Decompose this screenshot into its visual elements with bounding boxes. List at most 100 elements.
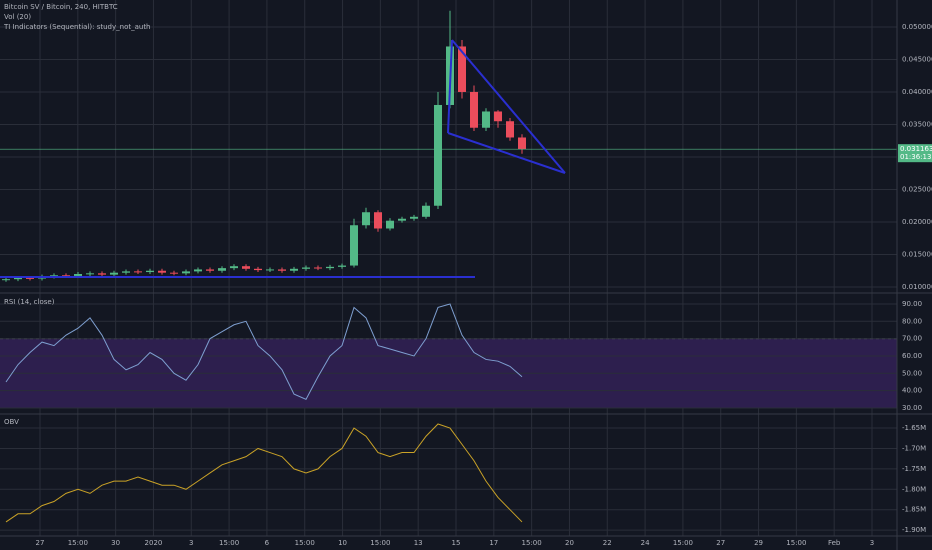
indicator-line xyxy=(5,303,523,400)
x-tick-label: 15:00 xyxy=(370,539,390,547)
y-tick-label: -1.80M xyxy=(902,485,926,493)
candle-body xyxy=(374,212,382,229)
candle-body xyxy=(62,275,70,277)
x-tick-label: 3 xyxy=(189,539,193,547)
candle-body xyxy=(14,277,22,280)
trend-line xyxy=(447,132,566,174)
last-price-label: 0.031163 xyxy=(900,145,932,153)
candle-body xyxy=(218,268,226,271)
x-tick-label: 22 xyxy=(603,539,612,547)
candle-body xyxy=(230,266,238,269)
x-tick-label: 15:00 xyxy=(522,539,542,547)
y-tick-label: 90.00 xyxy=(902,300,922,308)
candle-body xyxy=(26,277,34,279)
x-tick-label: 27 xyxy=(716,539,725,547)
y-tick-label: 30.00 xyxy=(902,404,922,412)
trend-line xyxy=(451,39,566,174)
candle-body xyxy=(2,279,10,281)
chart-title: Bitcoin SV / Bitcoin, 240, HITBTC xyxy=(4,3,118,11)
candle-body xyxy=(158,270,166,273)
x-tick-label: 27 xyxy=(36,539,45,547)
x-tick-label: 15 xyxy=(452,539,461,547)
last-price-badge xyxy=(898,144,932,163)
y-tick-label: -1.85M xyxy=(902,506,926,514)
candle-body xyxy=(110,272,118,275)
candle-body xyxy=(266,269,274,271)
candle-body xyxy=(386,220,394,229)
y-tick-label: 50.00 xyxy=(902,369,922,377)
y-tick-label: -1.90M xyxy=(902,526,926,534)
candle-body xyxy=(326,266,334,269)
candle-body xyxy=(182,271,190,274)
x-tick-label: 17 xyxy=(489,539,498,547)
candle-body xyxy=(338,265,346,267)
countdown-label: 01:36:13 xyxy=(900,153,931,161)
x-tick-label: 13 xyxy=(414,539,423,547)
candle-body xyxy=(290,268,298,271)
x-tick-label: 6 xyxy=(265,539,270,547)
candle-body xyxy=(470,91,478,128)
x-tick-label: 15:00 xyxy=(219,539,239,547)
candle-body xyxy=(422,205,430,217)
candle-body xyxy=(242,266,250,269)
x-tick-label: 30 xyxy=(111,539,120,547)
candle-body xyxy=(98,273,106,275)
candle-body xyxy=(434,104,442,206)
x-tick-label: 10 xyxy=(338,539,347,547)
labels: 27 15:00 30 2020 3 15:00 6 15:00 10 15:00 13 15 17 15… xyxy=(36,23,932,547)
y-tick-label: 80.00 xyxy=(902,317,922,325)
candle-body xyxy=(122,271,130,273)
x-tick-label: 15:00 xyxy=(673,539,693,547)
x-tick-label: 20 xyxy=(565,539,574,547)
candle-body xyxy=(410,216,418,219)
candle-body xyxy=(278,269,286,271)
candle-body xyxy=(350,225,358,266)
candle-body xyxy=(506,121,514,138)
candle-body xyxy=(314,267,322,269)
x-tick-label: 24 xyxy=(641,539,650,547)
x-tick-label: 3 xyxy=(870,539,874,547)
candle-body xyxy=(146,270,154,273)
grid xyxy=(0,0,897,536)
x-tick-label: 2020 xyxy=(145,539,163,547)
candle-body xyxy=(50,275,58,277)
volume-label: Vol (20) xyxy=(4,13,31,21)
x-tick-label: 15:00 xyxy=(68,539,88,547)
candle-body xyxy=(254,268,262,271)
candle-body xyxy=(206,269,214,271)
x-tick-label: 15:00 xyxy=(295,539,315,547)
candle-body xyxy=(170,272,178,274)
candle-body xyxy=(398,218,406,221)
candle-body xyxy=(74,273,82,276)
x-tick-label: Feb xyxy=(828,539,841,547)
y-tick-label: 40.00 xyxy=(902,387,922,395)
x-tick-label: 15:00 xyxy=(786,539,806,547)
candle-body xyxy=(482,111,490,128)
study-label: TI Indicators (Sequential): study_not_au… xyxy=(3,23,151,31)
candle-body xyxy=(518,137,526,150)
rsi-title: RSI (14, close) xyxy=(4,298,55,306)
y-tick-label: -1.75M xyxy=(902,465,926,473)
candle-body xyxy=(458,46,466,92)
candle-body xyxy=(194,269,202,272)
y-tick-label: -1.65M xyxy=(902,424,926,432)
obv-title: OBV xyxy=(4,418,19,426)
indicator-line xyxy=(5,423,523,523)
candle-body xyxy=(134,271,142,273)
trend-line xyxy=(447,39,453,134)
y-tick-label: -1.70M xyxy=(902,444,926,452)
candle-body xyxy=(86,273,94,275)
y-tick-label: 70.00 xyxy=(902,335,922,343)
candle-body xyxy=(494,111,502,122)
candle-body xyxy=(302,267,310,269)
candle-body xyxy=(362,212,370,226)
